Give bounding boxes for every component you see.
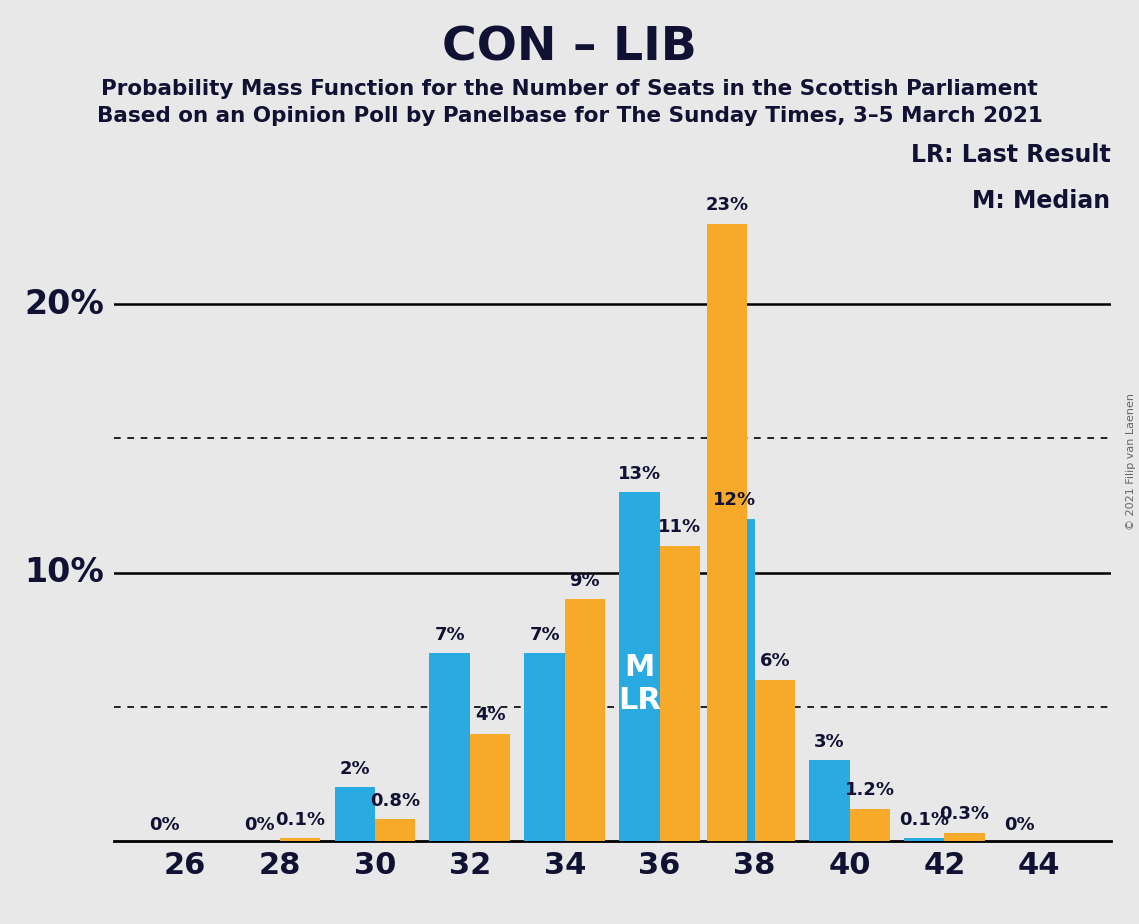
Text: 0.1%: 0.1% — [900, 810, 949, 829]
Text: 11%: 11% — [658, 518, 702, 536]
Text: 0%: 0% — [149, 816, 180, 834]
Text: 12%: 12% — [713, 492, 756, 509]
Text: 2%: 2% — [339, 760, 370, 778]
Text: 9%: 9% — [570, 572, 600, 590]
Text: Based on an Opinion Poll by Panelbase for The Sunday Times, 3–5 March 2021: Based on an Opinion Poll by Panelbase fo… — [97, 106, 1042, 127]
Bar — [707, 224, 747, 841]
Bar — [565, 600, 605, 841]
Text: 0.1%: 0.1% — [276, 810, 325, 829]
Text: 0.3%: 0.3% — [940, 806, 990, 823]
Text: 13%: 13% — [618, 465, 661, 482]
Bar — [280, 838, 320, 841]
Bar — [714, 519, 755, 841]
Bar — [944, 833, 985, 841]
Bar — [429, 653, 470, 841]
Text: 0.8%: 0.8% — [370, 792, 420, 810]
Text: 23%: 23% — [706, 196, 748, 214]
Text: M: Median: M: Median — [973, 188, 1111, 213]
Bar — [620, 492, 659, 841]
Bar — [335, 787, 375, 841]
Text: 20%: 20% — [24, 287, 104, 321]
Bar — [904, 838, 944, 841]
Text: 10%: 10% — [24, 556, 104, 589]
Text: 4%: 4% — [475, 706, 506, 724]
Text: 7%: 7% — [530, 626, 560, 644]
Text: 0%: 0% — [1003, 816, 1034, 834]
Bar — [375, 820, 416, 841]
Bar — [659, 546, 700, 841]
Text: 6%: 6% — [760, 652, 790, 671]
Text: CON – LIB: CON – LIB — [442, 26, 697, 71]
Text: 7%: 7% — [434, 626, 465, 644]
Bar — [524, 653, 565, 841]
Bar — [850, 808, 890, 841]
Bar — [809, 760, 850, 841]
Bar — [755, 680, 795, 841]
Bar — [470, 734, 510, 841]
Text: M
LR: M LR — [618, 652, 661, 715]
Text: 1.2%: 1.2% — [845, 782, 894, 799]
Text: Probability Mass Function for the Number of Seats in the Scottish Parliament: Probability Mass Function for the Number… — [101, 79, 1038, 99]
Text: LR: Last Result: LR: Last Result — [911, 143, 1111, 167]
Text: 3%: 3% — [814, 733, 845, 751]
Text: © 2021 Filip van Laenen: © 2021 Filip van Laenen — [1126, 394, 1136, 530]
Text: 0%: 0% — [245, 816, 276, 834]
